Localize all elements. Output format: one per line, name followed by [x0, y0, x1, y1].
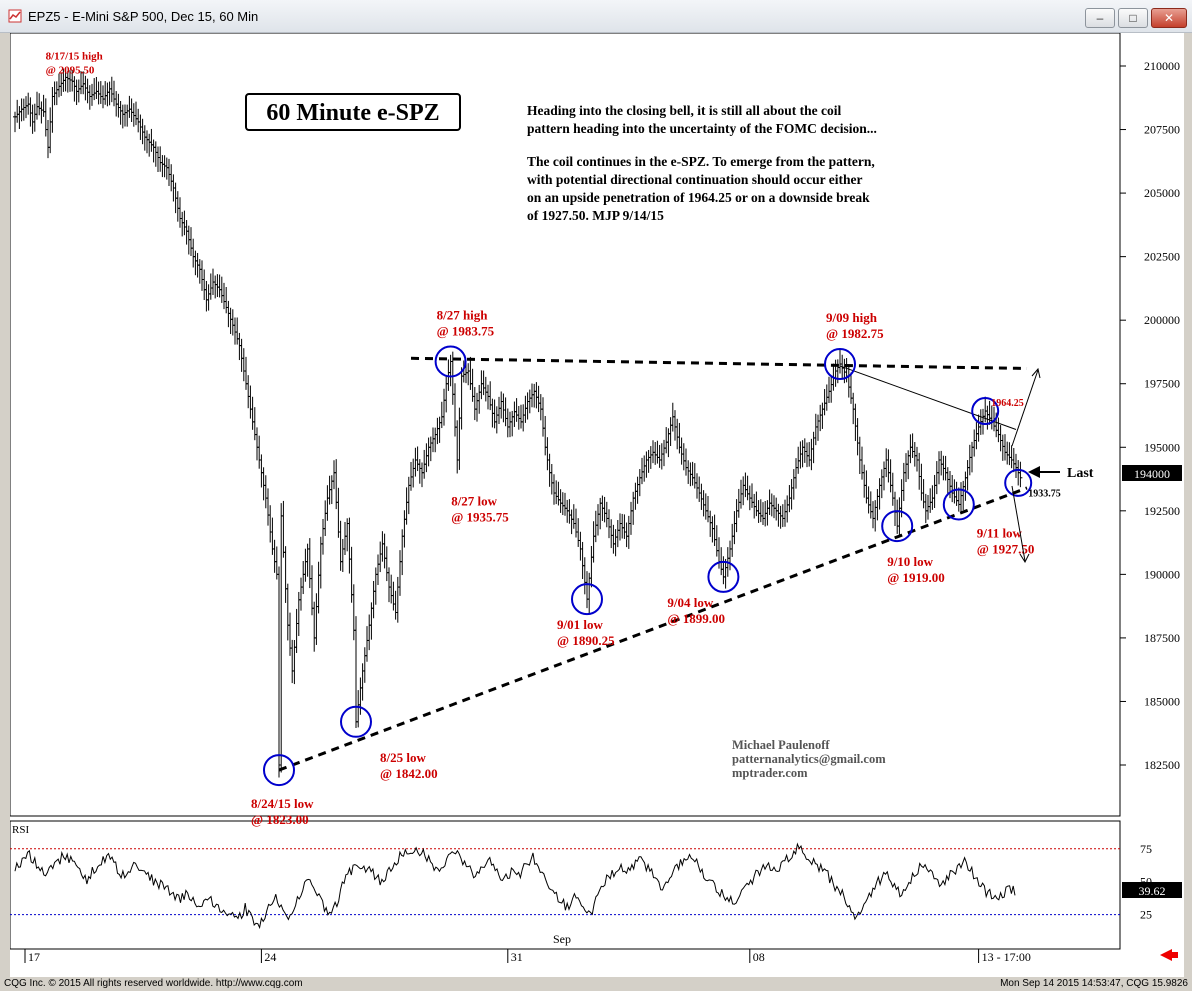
pivot-circle	[571, 583, 603, 616]
commentary-line-6: of 1927.50. MJP 9/14/15	[527, 208, 664, 223]
annotation-value: @ 2095.50	[46, 64, 95, 76]
annotation-label: 8/24/15 low	[251, 796, 314, 811]
price-tick-label: 187500	[1144, 631, 1180, 645]
lower-trendline	[278, 486, 1028, 772]
annotation-value: @ 1842.00	[380, 766, 438, 781]
pivot-circle	[971, 397, 1000, 426]
rsi-label: RSI	[12, 824, 29, 836]
time-tick-label: 31	[511, 950, 523, 964]
price-tick-label: 195000	[1144, 440, 1180, 454]
annotation-label: 9/10 low	[887, 554, 933, 569]
annotation-label: 9/01 low	[557, 617, 603, 632]
author-name: Michael Paulenoff	[732, 738, 830, 752]
price-tick-label: 192500	[1144, 504, 1180, 518]
commentary-line-1: Heading into the closing bell, it is sti…	[527, 103, 842, 118]
commentary: Heading into the closing bell, it is sti…	[527, 103, 877, 223]
annotation-label: 8/27 low	[451, 493, 497, 508]
annotation-value: @ 1935.75	[451, 509, 509, 524]
minimize-button[interactable]: –	[1085, 8, 1115, 28]
rsi-last-box	[1122, 882, 1182, 898]
pivot-circle	[340, 705, 372, 738]
window-title: EPZ5 - E-Mini S&P 500, Dec 15, 60 Min	[28, 9, 259, 24]
price-chart[interactable]: 210000 207500 205000 202500 200000 197500 1950…	[9, 32, 1184, 977]
small-price-label: 1933.75	[1028, 489, 1061, 500]
resistance-line	[839, 365, 1017, 430]
rsi-tick-label: 75	[1140, 842, 1152, 856]
price-tick-label: 197500	[1144, 377, 1180, 391]
maximize-button[interactable]: □	[1118, 8, 1148, 28]
annotation-value: @ 1899.00	[667, 611, 725, 626]
price-tick-label: 210000	[1144, 59, 1180, 73]
price-panel-frame	[9, 32, 1121, 817]
rsi-panel-frame	[9, 820, 1121, 950]
annotation-value: @ 1983.75	[437, 323, 495, 338]
pivot-circle	[707, 560, 740, 593]
projection-arrows	[1011, 367, 1041, 564]
last-price-box	[1122, 465, 1182, 481]
scroll-left-icon-tail[interactable]	[1170, 952, 1178, 958]
time-tick-label: 13 - 17:00	[982, 950, 1031, 964]
price-tick-label: 205000	[1144, 186, 1180, 200]
status-copyright: CQG Inc. © 2015 All rights reserved worl…	[4, 978, 303, 989]
chart-title: 60 Minute e-SPZ	[266, 100, 439, 126]
chart-title-box	[245, 93, 461, 131]
price-tick-label: 207500	[1144, 123, 1180, 137]
annotation-label: 9/09 high	[826, 310, 878, 325]
author-site: mptrader.com	[732, 766, 808, 780]
window-titlebar: EPZ5 - E-Mini S&P 500, Dec 15, 60 Min – …	[0, 0, 1192, 33]
scroll-left-icon[interactable]	[1160, 949, 1172, 961]
annotation-value: @ 1919.00	[887, 570, 945, 585]
commentary-line-2: pattern heading into the uncertainty of …	[527, 121, 877, 136]
month-label: Sep	[553, 932, 571, 946]
last-arrow-label: Last	[1067, 466, 1094, 481]
pivot-circle	[263, 754, 295, 787]
cqg-app-icon	[8, 9, 22, 23]
pivot-circle	[942, 488, 975, 521]
rsi-last-label: 39.62	[1139, 884, 1166, 898]
price-tick-label: 200000	[1144, 313, 1180, 327]
small-price-label: 1964.25	[991, 398, 1024, 409]
annotation-label: 9/04 low	[667, 595, 713, 610]
price-tick-label: 185000	[1144, 694, 1180, 708]
commentary-line-3: The coil continues in the e-SPZ. To emer…	[527, 154, 875, 169]
pivot-circle	[881, 510, 914, 543]
upper-trendline	[410, 356, 1028, 370]
commentary-line-4: with potential directional continuation …	[527, 172, 863, 187]
price-tick-label: 202500	[1144, 250, 1180, 264]
last-price-label: 194000	[1134, 467, 1170, 481]
annotation-value: @ 1890.25	[557, 633, 615, 648]
time-tick-label: 17	[28, 950, 40, 964]
rsi-line	[14, 842, 1016, 930]
pivot-circle	[434, 345, 467, 378]
author-email: patternanalytics@gmail.com	[732, 752, 886, 766]
annotation-value: @ 1982.75	[826, 326, 884, 341]
commentary-line-5: on an upside penetration of 1964.25 or o…	[527, 190, 870, 205]
last-arrow	[1028, 466, 1060, 478]
close-button[interactable]: ✕	[1151, 8, 1187, 28]
annotation-label: 8/17/15 high	[46, 50, 103, 62]
pivot-circle	[1004, 468, 1033, 497]
status-timestamp: Mon Sep 14 2015 14:53:47, CQG 15.9826	[1000, 978, 1188, 989]
time-tick-label: 08	[753, 950, 765, 964]
pivot-circle	[824, 348, 856, 381]
author-block: Michael Paulenoff patternanalytics@gmail…	[732, 738, 886, 780]
price-tick-label: 190000	[1144, 567, 1180, 581]
statusbar: CQG Inc. © 2015 All rights reserved worl…	[0, 977, 1192, 991]
annotation-value: @ 1927.50	[977, 541, 1035, 556]
price-tick-label: 182500	[1144, 758, 1180, 772]
annotation-value: @ 1823.00	[251, 812, 309, 827]
annotation-label: 8/27 high	[437, 307, 489, 322]
time-tick-label: 24	[264, 950, 276, 964]
rsi-tick-label: 25	[1140, 908, 1152, 922]
chart-area: 210000 207500 205000 202500 200000 197500 1950…	[9, 32, 1184, 977]
annotation-label: 8/25 low	[380, 750, 426, 765]
annotation-label: 9/11 low	[977, 525, 1023, 540]
